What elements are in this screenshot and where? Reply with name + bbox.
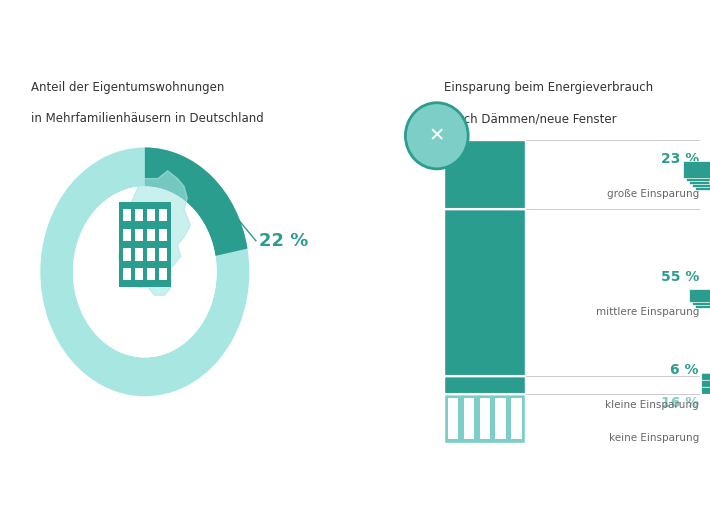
Text: Einsparung beim Energieverbrauch: Einsparung beim Energieverbrauch <box>444 81 653 94</box>
FancyBboxPatch shape <box>511 424 522 439</box>
Text: Anteil der Eigentumswohnungen: Anteil der Eigentumswohnungen <box>31 81 224 94</box>
FancyBboxPatch shape <box>119 202 171 287</box>
FancyBboxPatch shape <box>496 412 506 426</box>
Text: Energiespar-Potenzial bei Eigentumswohnungen: Energiespar-Potenzial bei Eigentumswohnu… <box>31 23 679 47</box>
FancyBboxPatch shape <box>695 295 710 309</box>
FancyBboxPatch shape <box>702 388 710 394</box>
FancyBboxPatch shape <box>702 381 710 387</box>
FancyBboxPatch shape <box>135 268 143 280</box>
FancyBboxPatch shape <box>147 268 155 280</box>
FancyBboxPatch shape <box>147 209 155 222</box>
FancyBboxPatch shape <box>684 161 710 178</box>
FancyBboxPatch shape <box>147 248 155 261</box>
FancyBboxPatch shape <box>692 171 710 187</box>
FancyBboxPatch shape <box>444 376 525 394</box>
FancyBboxPatch shape <box>123 268 131 280</box>
Circle shape <box>709 177 710 187</box>
FancyBboxPatch shape <box>464 424 474 439</box>
FancyBboxPatch shape <box>159 268 167 280</box>
Text: c: c <box>36 484 40 490</box>
FancyBboxPatch shape <box>444 394 525 443</box>
Text: 23 %: 23 % <box>661 152 699 166</box>
Text: s: s <box>49 484 53 490</box>
Text: durch Dämmen/neue Fenster: durch Dämmen/neue Fenster <box>444 113 617 125</box>
Text: in Mehrfamilienhäusern in Deutschland: in Mehrfamilienhäusern in Deutschland <box>31 113 263 125</box>
FancyBboxPatch shape <box>448 424 458 439</box>
Circle shape <box>73 186 217 358</box>
Text: 16 %: 16 % <box>661 396 699 410</box>
FancyBboxPatch shape <box>123 209 131 222</box>
FancyBboxPatch shape <box>687 165 710 181</box>
FancyBboxPatch shape <box>448 398 458 413</box>
FancyBboxPatch shape <box>159 248 167 261</box>
Polygon shape <box>119 171 190 295</box>
Text: große Einsparung: große Einsparung <box>606 189 699 199</box>
Text: ✕: ✕ <box>429 126 445 145</box>
Wedge shape <box>145 147 248 256</box>
FancyBboxPatch shape <box>147 229 155 241</box>
FancyBboxPatch shape <box>511 398 522 413</box>
FancyBboxPatch shape <box>511 412 522 426</box>
FancyBboxPatch shape <box>448 412 458 426</box>
Text: 55 %: 55 % <box>660 270 699 284</box>
FancyBboxPatch shape <box>159 229 167 241</box>
Text: kleine Einsparung: kleine Einsparung <box>606 400 699 410</box>
FancyBboxPatch shape <box>464 412 474 426</box>
FancyBboxPatch shape <box>689 288 710 302</box>
FancyBboxPatch shape <box>702 374 710 380</box>
FancyBboxPatch shape <box>496 398 506 413</box>
Wedge shape <box>40 147 249 396</box>
Circle shape <box>405 103 468 169</box>
Text: f: f <box>24 484 27 490</box>
Text: ✕: ✕ <box>709 409 710 428</box>
FancyBboxPatch shape <box>123 229 131 241</box>
FancyBboxPatch shape <box>692 292 710 306</box>
FancyBboxPatch shape <box>135 248 143 261</box>
FancyBboxPatch shape <box>159 209 167 222</box>
Text: keine Einsparung: keine Einsparung <box>608 433 699 443</box>
FancyBboxPatch shape <box>695 174 710 190</box>
Text: online: online <box>645 479 696 494</box>
FancyBboxPatch shape <box>444 140 525 210</box>
FancyBboxPatch shape <box>444 210 525 376</box>
FancyBboxPatch shape <box>464 398 474 413</box>
FancyBboxPatch shape <box>135 209 143 222</box>
FancyBboxPatch shape <box>480 412 490 426</box>
FancyBboxPatch shape <box>123 248 131 261</box>
Text: mittlere Einsparung: mittlere Einsparung <box>596 308 699 317</box>
Text: c: c <box>11 484 15 490</box>
FancyBboxPatch shape <box>689 168 710 184</box>
FancyBboxPatch shape <box>496 424 506 439</box>
FancyBboxPatch shape <box>135 229 143 241</box>
Text: Stand: 02/2020  |  Daten: Stat. Ämter Bund/Länder 2014, IÖW  |  Grafik: www.wegd: Stand: 02/2020 | Daten: Stat. Ämter Bund… <box>67 482 501 492</box>
Text: 2: 2 <box>634 488 641 498</box>
FancyBboxPatch shape <box>480 424 490 439</box>
Text: 22 %: 22 % <box>259 232 309 250</box>
Text: co: co <box>612 479 630 494</box>
Text: 6 %: 6 % <box>670 363 699 377</box>
FancyBboxPatch shape <box>480 398 490 413</box>
